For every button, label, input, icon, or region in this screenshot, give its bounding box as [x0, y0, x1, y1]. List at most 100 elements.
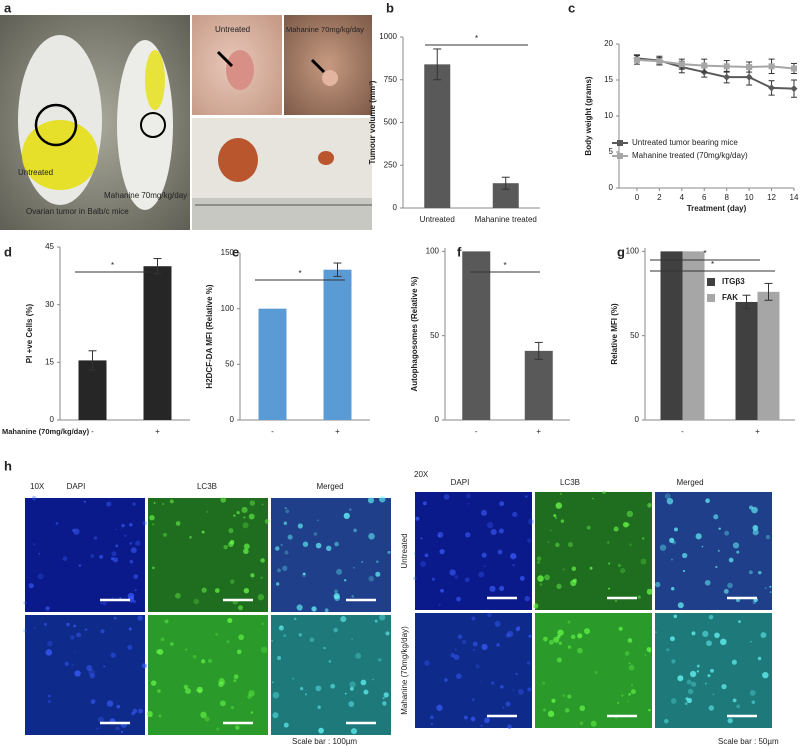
speckle — [542, 708, 547, 712]
speckle — [183, 684, 189, 690]
speckle — [195, 689, 198, 692]
speckle — [592, 497, 594, 500]
speckle — [351, 638, 353, 640]
speckle — [507, 630, 514, 638]
speckle — [644, 654, 647, 656]
speckle — [547, 541, 550, 544]
speckle — [132, 502, 136, 506]
speckle — [76, 632, 82, 638]
photo-mice — [0, 15, 190, 230]
speckle — [590, 720, 597, 727]
y-tick-label: 0 — [50, 415, 55, 424]
speckle — [617, 563, 621, 567]
speckle — [543, 636, 548, 642]
speckle — [586, 525, 591, 530]
significance: * — [298, 269, 301, 278]
column-header: Merged — [676, 478, 703, 487]
speckle — [557, 629, 564, 636]
y-tick-label: 750 — [384, 75, 398, 84]
speckle — [525, 495, 528, 498]
speckle — [99, 554, 104, 559]
speckle — [544, 574, 550, 581]
panel-label: g — [617, 244, 625, 259]
speckle — [556, 583, 562, 590]
speckle — [647, 502, 652, 508]
magnification: 10X — [30, 482, 45, 491]
marker — [678, 61, 685, 68]
photo-label: Ovarian tumor in Balb/c mice — [26, 207, 129, 216]
speckle — [134, 588, 137, 592]
column-header: DAPI — [67, 482, 86, 491]
speckle — [214, 588, 220, 593]
speckle — [691, 631, 696, 636]
speckle — [235, 725, 240, 730]
speckle — [478, 571, 485, 578]
speckle — [344, 579, 347, 582]
speckle — [283, 722, 289, 728]
y-tick-label: 100 — [221, 304, 235, 313]
speckle — [672, 540, 676, 545]
y-tick-label: 150 — [221, 248, 235, 257]
speckle — [515, 672, 518, 676]
speckle — [204, 716, 210, 722]
x-tick-label: 6 — [702, 193, 707, 202]
speckle — [103, 665, 106, 668]
speckle — [615, 600, 617, 602]
y-tick-label: 10 — [604, 111, 613, 120]
speckle — [33, 626, 36, 630]
speckle — [666, 497, 674, 505]
speckle — [90, 699, 96, 705]
speckle — [542, 681, 546, 685]
speckle — [149, 515, 155, 521]
x-tick-label: + — [755, 427, 760, 436]
speckle — [710, 668, 714, 673]
speckle — [607, 541, 610, 544]
speckle — [175, 521, 181, 526]
speckle — [73, 651, 76, 654]
speckle — [344, 692, 347, 695]
speckle — [247, 694, 252, 699]
micrograph — [25, 615, 145, 735]
speckle — [248, 690, 255, 697]
speckle — [131, 712, 135, 716]
speckle — [560, 519, 565, 523]
speckle — [279, 626, 282, 628]
legend-marker — [617, 153, 623, 159]
speckle — [349, 681, 356, 688]
legend-label: FAK — [722, 293, 738, 302]
speckle — [752, 529, 759, 536]
speckle — [654, 631, 657, 634]
speckle — [570, 579, 577, 587]
speckle — [284, 550, 289, 555]
speckle — [333, 593, 340, 600]
speckle — [323, 646, 326, 650]
speckle — [97, 716, 104, 723]
speckle — [491, 681, 495, 685]
speckle — [526, 661, 531, 665]
speckle — [330, 683, 336, 689]
scale-note: Scale bar : 100µm — [292, 737, 357, 746]
speckle — [133, 574, 139, 579]
speckle — [444, 678, 448, 682]
speckle — [106, 700, 114, 707]
x-tick-label: - — [681, 427, 684, 436]
speckle — [309, 637, 315, 643]
speckle — [162, 532, 167, 537]
photo-label: Untreated — [18, 168, 53, 177]
speckle — [363, 689, 369, 695]
y-tick-label: 30 — [45, 300, 54, 309]
speckle — [453, 654, 460, 661]
speckle — [718, 527, 721, 530]
speckle — [121, 523, 125, 528]
speckle — [439, 548, 445, 555]
speckle — [243, 548, 249, 555]
y-tick-label: 100 — [426, 246, 440, 255]
speckle — [220, 496, 227, 503]
speckle — [201, 659, 206, 664]
speckle — [237, 605, 244, 611]
speckle — [648, 708, 651, 712]
y-tick-label: 45 — [45, 242, 54, 251]
speckle — [45, 649, 53, 656]
speckle — [724, 530, 730, 536]
speckle — [577, 647, 583, 654]
